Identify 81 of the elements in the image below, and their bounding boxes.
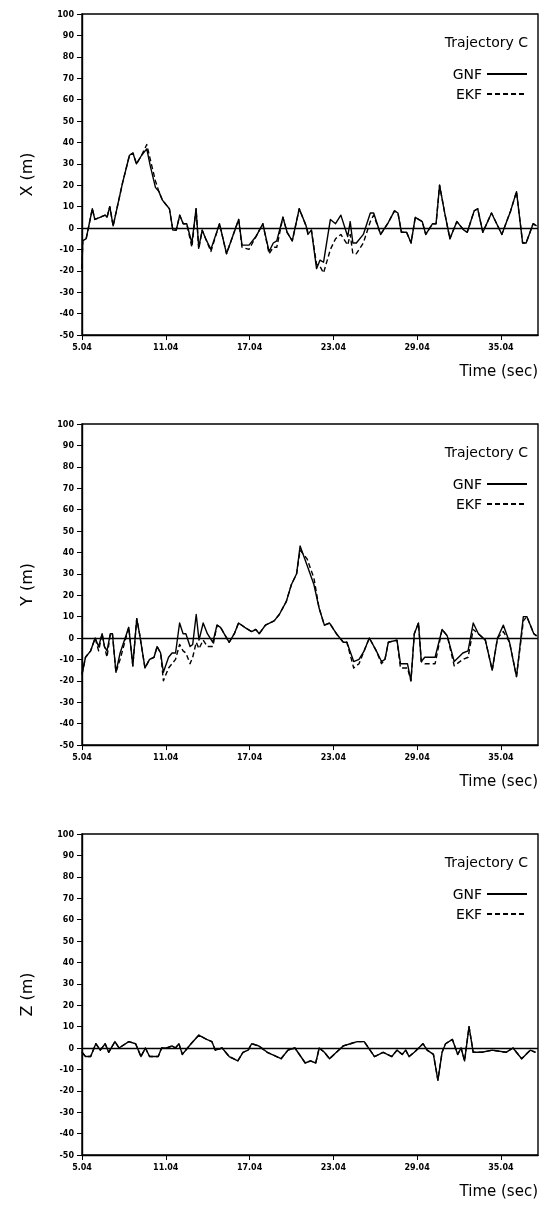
y-tick-label: 60 [62,505,75,515]
y-tick-label: 90 [62,440,75,450]
y-tick-label: 80 [62,52,75,62]
y-tick-label: 60 [62,95,75,105]
y-tick-label: 100 [57,419,75,429]
x-axis-title: Time (sec) [458,771,538,790]
legend-label: GNF [452,66,482,82]
y-tick-label: 0 [68,1043,75,1053]
y-tick-label: 60 [62,915,75,925]
y-tick-label: 40 [62,137,75,147]
y-axis-title: Z (m) [16,972,36,1017]
y-axis-title: X (m) [16,152,36,197]
y-tick-label: -10 [59,654,75,664]
y-tick-label: 10 [62,202,75,212]
x-tick-label: 35.04 [488,1162,514,1172]
y-tick-label: -20 [59,266,75,276]
x-tick-label: 23.04 [320,342,347,352]
y-tick-label: 20 [62,180,75,190]
y-tick-label: 80 [62,872,75,882]
y-tick-label: -40 [59,1129,75,1139]
y-tick-label: 30 [62,159,75,169]
x-tick-label: 17.04 [236,342,263,352]
y-tick-label: -20 [59,676,75,686]
y-tick-label: -10 [59,244,75,254]
y-tick-label: 70 [62,73,75,83]
y-tick-label: 20 [62,590,75,600]
y-tick-label: 50 [62,116,75,126]
x-tick-label: 11.04 [153,752,179,762]
x-axis-title: Time (sec) [458,361,538,380]
y-tick-label: 40 [62,957,75,967]
x-tick-label: 29.04 [404,752,431,762]
x-tick-label: 17.04 [236,1162,263,1172]
y-tick-label: 0 [68,223,75,233]
y-tick-label: 70 [62,483,75,493]
legend-title: Trajectory C [443,34,529,50]
x-tick-label: 23.04 [320,752,347,762]
y-tick-label: 80 [62,462,75,472]
legend-label: EKF [455,86,482,102]
x-tick-label: 5.04 [72,342,93,352]
legend-title: Trajectory C [443,854,529,870]
legend-label: EKF [455,906,482,922]
x-tick-label: 17.04 [236,752,263,762]
legend-label: GNF [452,476,482,492]
y-tick-label: -30 [59,1107,75,1117]
y-tick-label: 50 [62,936,75,946]
y-tick-label: 30 [62,569,75,579]
y-tick-label: 10 [62,612,75,622]
y-tick-label: -50 [59,740,75,750]
x-tick-label: 23.04 [320,1162,347,1172]
y-tick-label: 0 [68,633,75,643]
y-tick-label: 90 [62,850,75,860]
x-tick-label: 11.04 [153,342,179,352]
y-tick-label: -40 [59,309,75,319]
legend-title: Trajectory C [443,444,529,460]
x-tick-label: 29.04 [404,342,431,352]
y-tick-label: -30 [59,287,75,297]
x-tick-label: 35.04 [488,752,514,762]
y-tick-label: 40 [62,547,75,557]
y-tick-label: -10 [59,1064,75,1074]
legend-label: EKF [455,496,482,512]
y-tick-label: 90 [62,30,75,40]
y-tick-label: -50 [59,1150,75,1160]
y-tick-label: 70 [62,893,75,903]
y-axis-title: Y (m) [16,563,36,607]
y-tick-label: -30 [59,697,75,707]
y-tick-label: -50 [59,330,75,340]
y-tick-label: 50 [62,526,75,536]
y-tick-label: -20 [59,1086,75,1096]
x-tick-label: 5.04 [72,752,93,762]
y-tick-label: 20 [62,1000,75,1010]
y-tick-label: -40 [59,719,75,729]
x-tick-label: 5.04 [72,1162,93,1172]
y-tick-label: 10 [62,1022,75,1032]
x-tick-label: 35.04 [488,342,514,352]
legend-label: GNF [452,886,482,902]
y-tick-label: 100 [57,9,75,19]
x-tick-label: 11.04 [153,1162,179,1172]
y-tick-label: 30 [62,979,75,989]
y-tick-label: 100 [57,829,75,839]
x-axis-title: Time (sec) [458,1181,538,1200]
x-tick-label: 29.04 [404,1162,431,1172]
